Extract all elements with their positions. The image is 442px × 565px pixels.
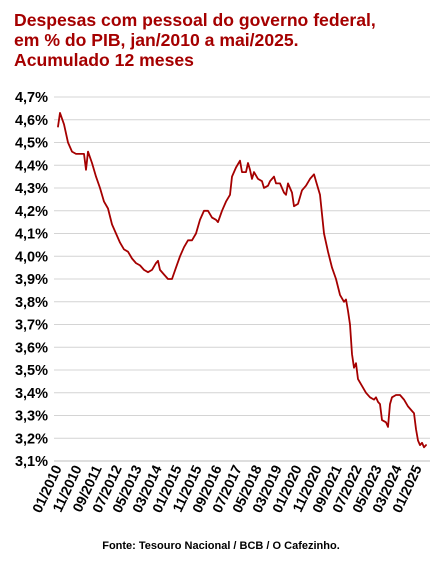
series-line-0 [57, 112, 427, 449]
series-layer [57, 112, 427, 449]
y-tick-label: 3,3% [15, 409, 48, 425]
y-tick-label: 3,4% [15, 386, 48, 402]
y-tick-label: 3,1% [15, 454, 48, 470]
y-tick-label: 4,7% [15, 90, 48, 106]
y-tick-label: 3,7% [15, 318, 48, 334]
y-tick-label: 3,8% [15, 295, 48, 311]
y-tick-label: 4,1% [15, 227, 48, 243]
y-tick-label: 4,6% [15, 113, 48, 129]
y-tick-label: 3,9% [15, 272, 48, 288]
y-tick-label: 3,6% [15, 340, 48, 356]
y-tick-label: 4,5% [15, 136, 48, 152]
y-tick-label: 4,0% [15, 249, 48, 265]
chart-title: Despesas com pessoal do governo federal,… [14, 10, 440, 70]
x-tick-labels: 01/201011/201009/201107/201205/201303/20… [29, 462, 425, 515]
y-tick-label: 3,2% [15, 431, 48, 447]
y-tick-label: 4,2% [15, 204, 48, 220]
y-tick-label: 4,3% [15, 181, 48, 197]
y-tick-label: 3,5% [15, 363, 48, 379]
chart-title-line-1: Despesas com pessoal do governo federal, [14, 10, 376, 30]
chart-title-line-2: em % do PIB, jan/2010 a mai/2025. [14, 30, 299, 50]
chart-title-line-3: Acumulado 12 meses [14, 50, 194, 70]
y-tick-labels: 4,7% 4,6% 4,5% 4,4% 4,3% 4,2% 4,1% 4,0% 3,9% 3,8%… [15, 90, 48, 470]
source-note: Fonte: Tesouro Nacional / BCB / O Cafezi… [102, 540, 340, 552]
grid-lines [54, 96, 430, 462]
y-tick-label: 4,4% [15, 158, 48, 174]
